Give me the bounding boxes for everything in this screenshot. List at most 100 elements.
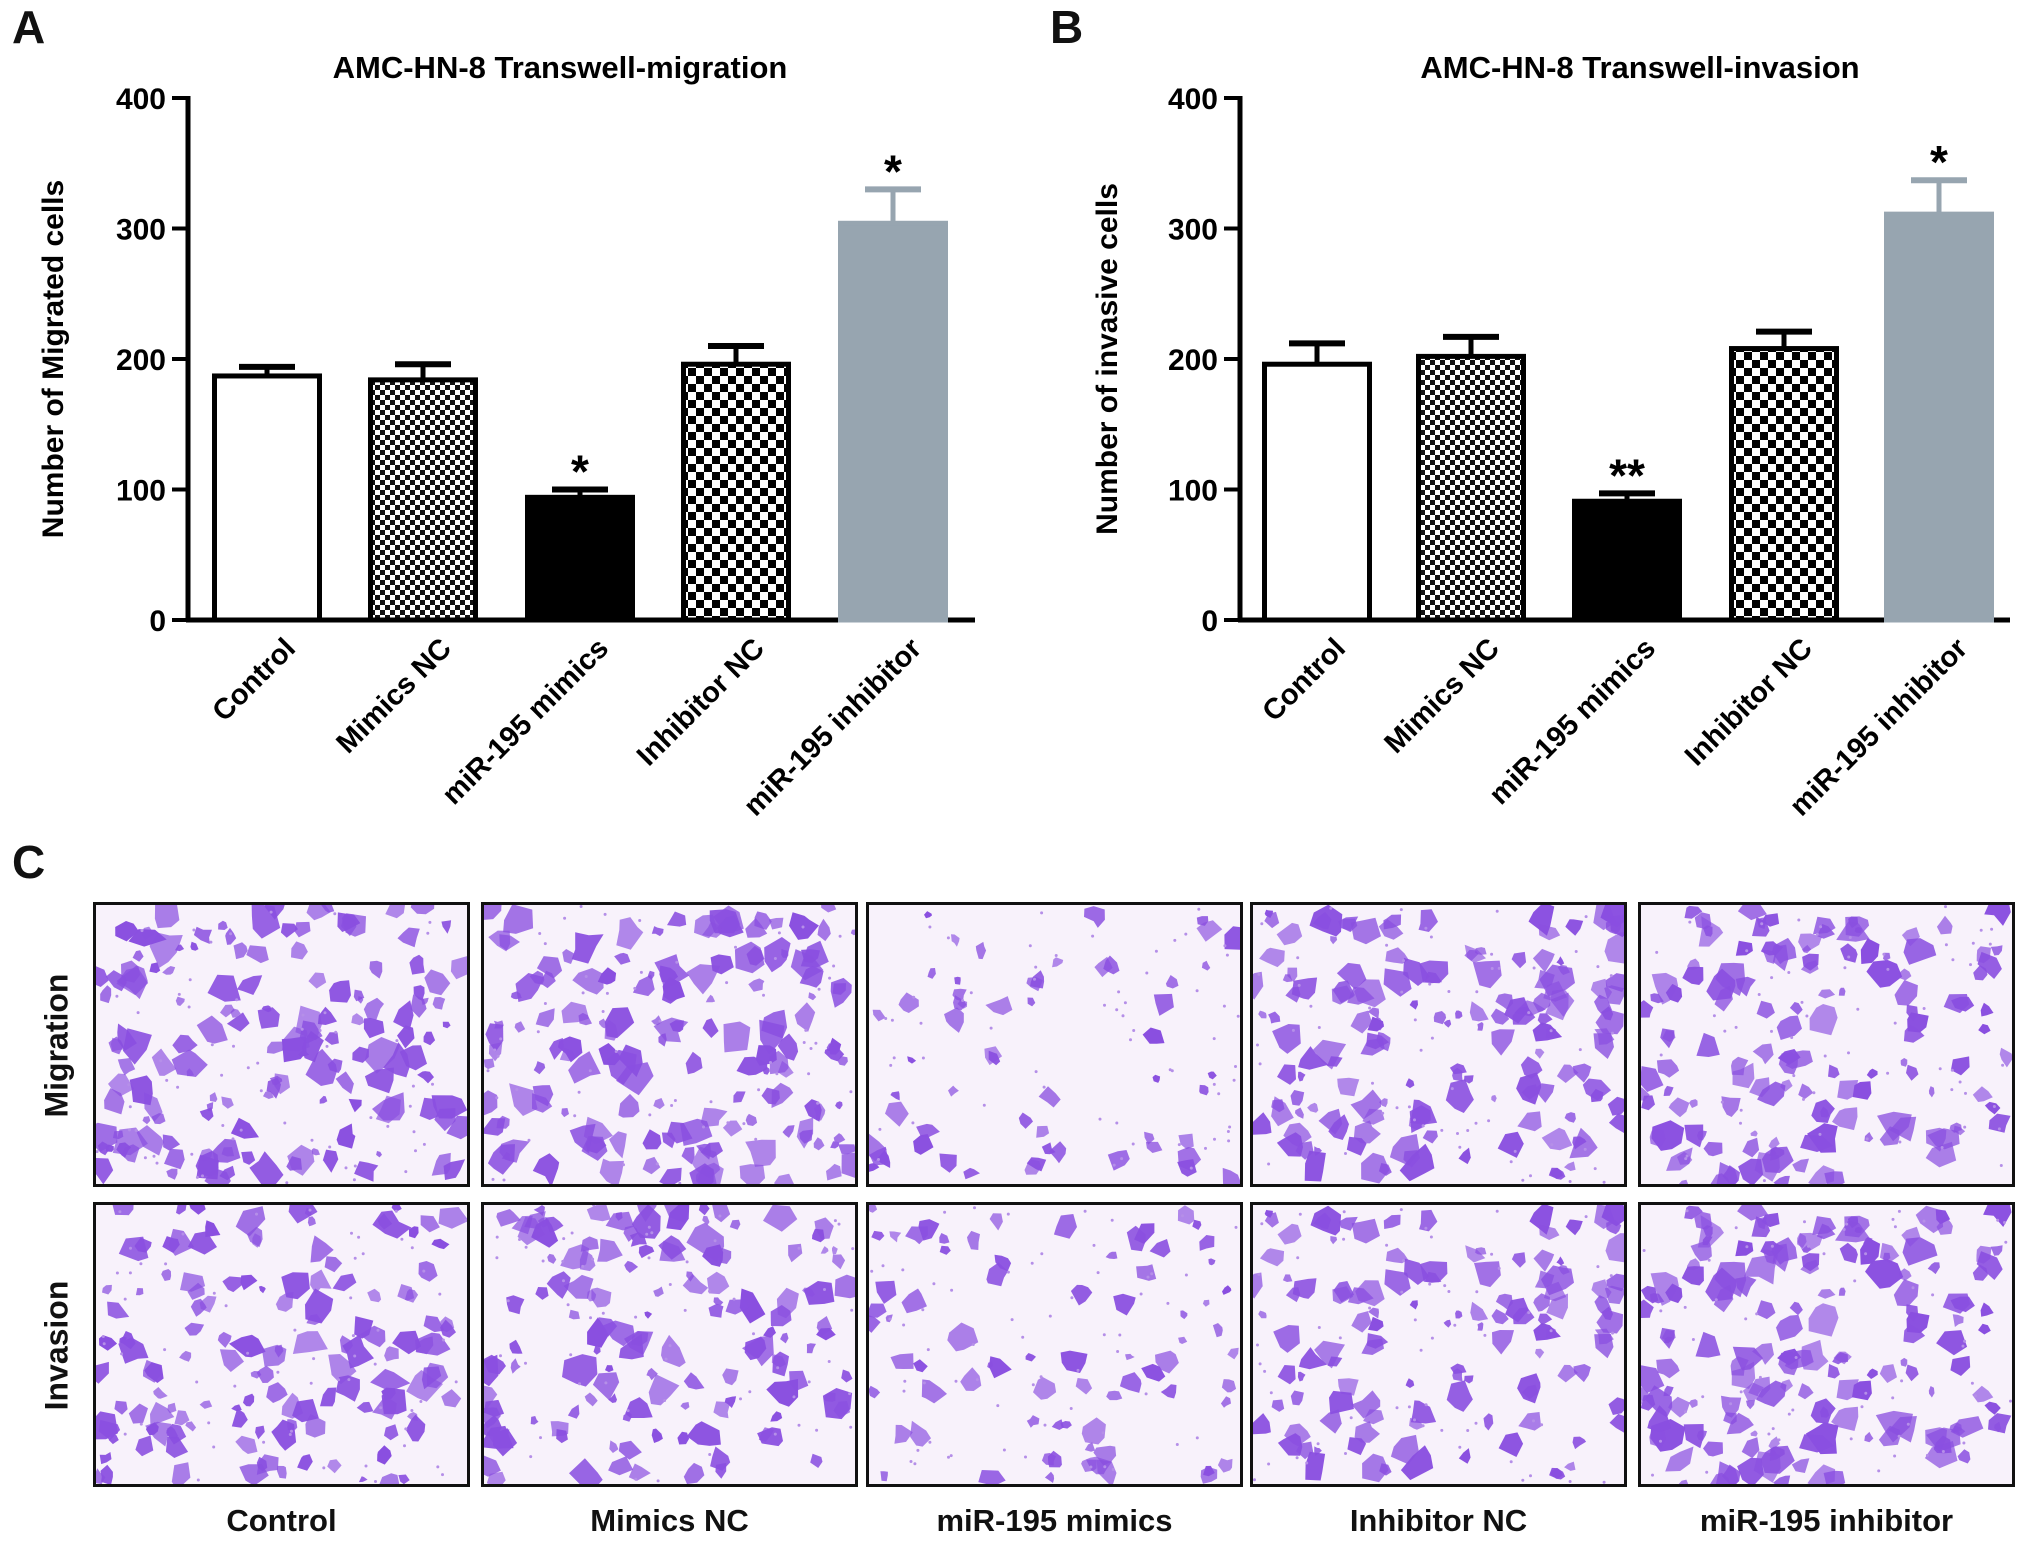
cell <box>1760 941 1784 956</box>
cell <box>438 1207 467 1229</box>
pore <box>353 1354 357 1358</box>
pore <box>394 1209 398 1213</box>
cell <box>1298 1046 1329 1070</box>
pore <box>353 1256 357 1260</box>
pore <box>947 1455 950 1459</box>
cell <box>1768 1436 1780 1450</box>
pore <box>683 1308 687 1312</box>
stained-cells-image <box>1253 1205 1624 1484</box>
cell <box>1760 1445 1795 1474</box>
cell <box>927 968 936 979</box>
cell <box>1298 1347 1328 1370</box>
pore <box>1744 1317 1748 1321</box>
cell <box>1276 922 1303 946</box>
cell <box>1477 1322 1484 1331</box>
pore <box>1849 1437 1853 1441</box>
cell <box>190 941 199 951</box>
pore <box>1269 1391 1273 1395</box>
cell <box>1498 1432 1524 1457</box>
cell <box>653 1286 664 1297</box>
cell <box>363 1017 385 1039</box>
pore <box>1132 1029 1136 1032</box>
cell <box>781 949 789 958</box>
pore <box>802 1041 806 1044</box>
cell <box>1742 1137 1760 1158</box>
cell <box>1557 1364 1578 1383</box>
pore <box>290 1429 293 1433</box>
cell <box>1694 1211 1712 1230</box>
significance-mark: * <box>884 145 902 197</box>
cell <box>1925 1141 1957 1168</box>
pore <box>1033 977 1036 981</box>
pore <box>1803 1220 1806 1224</box>
cell <box>1338 1216 1358 1231</box>
cell <box>426 1362 449 1389</box>
cell <box>1901 1226 1921 1247</box>
y-tick-label: 300 <box>116 214 166 247</box>
cell <box>913 1134 934 1155</box>
pore <box>581 1264 585 1268</box>
pore <box>328 1145 332 1149</box>
cell <box>710 954 734 975</box>
pore <box>493 1048 497 1052</box>
cell <box>222 1276 242 1293</box>
cell <box>1950 1416 1984 1438</box>
cell <box>1351 1311 1372 1333</box>
cell <box>1105 1251 1118 1259</box>
pore <box>776 1366 780 1370</box>
pore <box>188 978 192 982</box>
pore <box>1596 1265 1600 1269</box>
pore <box>403 1444 406 1448</box>
pore <box>639 970 643 974</box>
cell <box>1844 1215 1870 1238</box>
cell <box>1715 962 1746 996</box>
cell <box>683 1462 705 1484</box>
cell <box>1540 1265 1574 1296</box>
cell <box>1264 1212 1279 1228</box>
pore <box>255 1212 258 1216</box>
cell <box>533 1061 546 1075</box>
cell <box>1710 1173 1730 1184</box>
pore <box>1076 1368 1080 1372</box>
pore <box>1745 949 1749 953</box>
cell <box>1785 1050 1813 1069</box>
pore <box>1685 1209 1689 1213</box>
pore <box>1583 1147 1587 1151</box>
cell <box>530 1416 539 1425</box>
pore <box>975 1378 979 1382</box>
panel-label-b: B <box>1050 1 1084 53</box>
cell <box>1726 1412 1754 1435</box>
pore <box>499 1354 502 1358</box>
cell <box>1060 1350 1088 1373</box>
cell <box>1282 1274 1293 1282</box>
pore <box>562 1279 565 1283</box>
pore <box>1483 1333 1487 1337</box>
cell <box>237 975 263 995</box>
pore <box>1253 1478 1256 1482</box>
cell <box>1144 1131 1155 1145</box>
cell <box>1900 1058 1908 1067</box>
pore <box>1971 941 1975 945</box>
pore <box>1602 1480 1606 1484</box>
pore <box>792 1395 796 1399</box>
cell <box>1360 1038 1385 1056</box>
cell <box>281 1036 307 1063</box>
cell <box>1573 1364 1591 1383</box>
chart-title: AMC-HN-8 Transwell-invasion <box>1420 50 1859 85</box>
x-tick-label: miR-195 inhibitor <box>738 632 928 822</box>
cell <box>1607 1096 1624 1116</box>
pore <box>877 1158 880 1161</box>
pore <box>1116 1350 1120 1353</box>
pore <box>762 993 765 997</box>
cell <box>184 1322 205 1336</box>
pore <box>573 1114 577 1118</box>
cell <box>651 1428 663 1443</box>
cell <box>1075 1378 1093 1395</box>
pore <box>1495 1209 1499 1213</box>
pore <box>1707 1258 1711 1262</box>
bar <box>838 220 948 623</box>
pore <box>809 1047 813 1050</box>
pore <box>946 936 950 940</box>
cell <box>939 1233 950 1244</box>
cell <box>332 1273 357 1292</box>
